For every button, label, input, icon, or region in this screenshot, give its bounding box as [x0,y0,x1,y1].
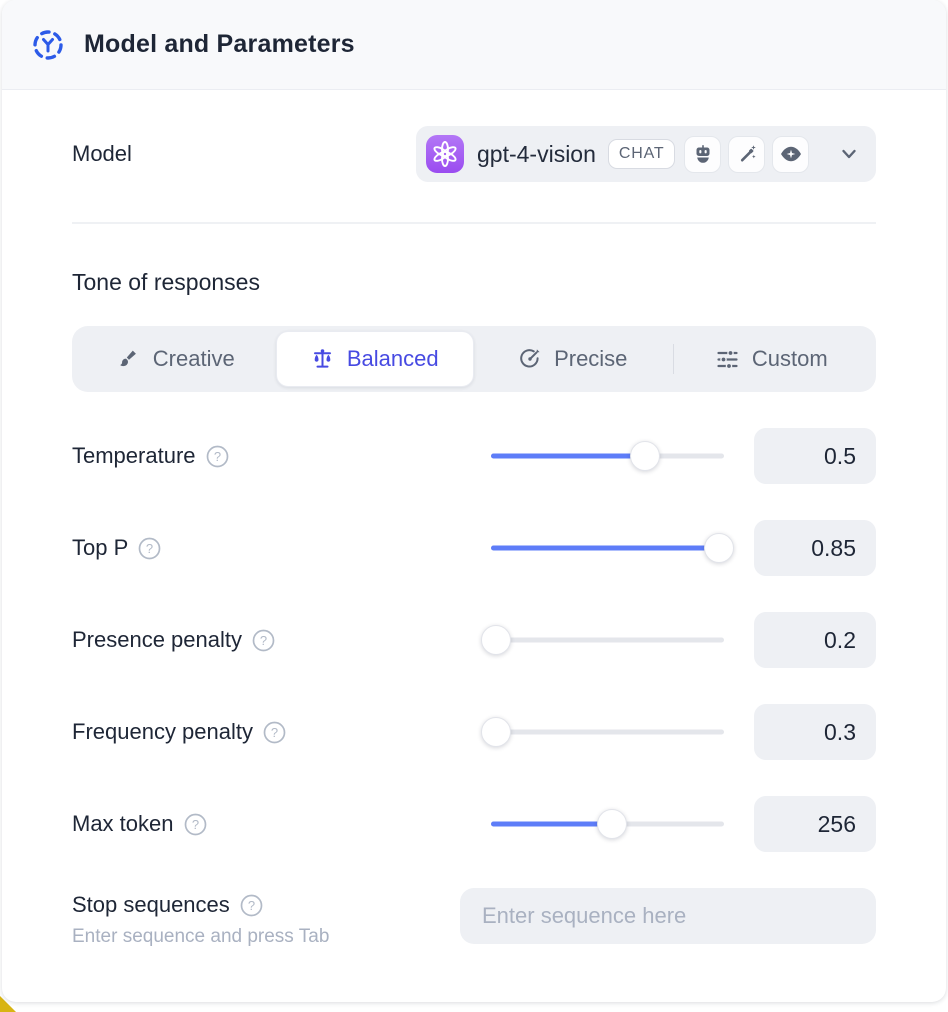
slider-fill [491,545,720,551]
svg-text:?: ? [146,541,153,556]
presence-penalty-slider[interactable] [480,625,724,655]
slider-fill [491,453,645,459]
tone-option-balanced[interactable]: Balanced [275,331,474,387]
segment-divider [672,344,674,374]
frequency-penalty-slider[interactable] [480,717,724,747]
top-p-value[interactable]: 0.85 [754,520,876,576]
help-icon[interactable]: ? [206,445,229,468]
tone-option-label: Creative [152,346,235,371]
paintbrush-icon [118,348,140,370]
tone-option-precise[interactable]: Precise [474,331,673,387]
tone-option-creative[interactable]: Creative [77,331,276,387]
panel-header: Model and Parameters [2,0,946,90]
help-icon[interactable]: ? [263,721,286,744]
svg-text:?: ? [191,817,198,832]
robot-icon [684,135,722,173]
tone-option-label: Balanced [346,346,439,371]
svg-text:?: ? [248,898,255,913]
chevron-down-icon [838,143,860,165]
row-temperature: Temperature ? 0.5 [72,428,876,484]
presence-penalty-label: Presence penalty [72,627,242,652]
section-divider [72,222,876,224]
slider-handle[interactable] [629,441,660,471]
model-row: Model gpt-4-vision C [72,126,876,182]
slider-track [491,637,724,643]
row-top-p: Top P ? 0.85 [72,520,876,576]
balance-scale-icon [311,348,334,371]
openai-logo [426,135,464,173]
magic-wand-icon [728,135,766,173]
slider-handle[interactable] [480,717,511,747]
max-token-label: Max token [72,811,174,836]
help-icon[interactable]: ? [184,813,207,836]
stop-sequence-input[interactable] [460,888,876,944]
help-icon[interactable]: ? [240,894,263,917]
model-select-dropdown[interactable]: gpt-4-vision CHAT [416,126,876,182]
model-label: Model [72,141,132,166]
slider-track [491,729,724,735]
model-hub-icon [30,27,66,63]
slider-handle[interactable] [704,533,735,563]
temperature-value[interactable]: 0.5 [754,428,876,484]
tone-segmented-control: Creative Balanced [72,326,876,392]
frequency-penalty-value[interactable]: 0.3 [754,704,876,760]
max-token-value[interactable]: 256 [754,796,876,852]
stop-sequences-label: Stop sequences [72,892,230,917]
frequency-penalty-label: Frequency penalty [72,719,253,744]
help-icon[interactable]: ? [138,537,161,560]
help-icon[interactable]: ? [252,629,275,652]
max-token-slider[interactable] [491,809,724,839]
page-title: Model and Parameters [84,30,355,58]
svg-text:?: ? [213,449,220,464]
tone-heading: Tone of responses [72,269,260,295]
slider-handle[interactable] [597,809,628,839]
selected-model-name: gpt-4-vision [477,140,596,167]
svg-text:?: ? [260,633,267,648]
row-stop-sequences: Stop sequences ? Enter sequence and pres… [72,888,876,948]
stop-sequences-helper: Enter sequence and press Tab [72,926,330,947]
target-arrow-icon [519,348,541,370]
capability-badges [684,135,810,173]
svg-text:?: ? [271,725,278,740]
slider-fill [491,821,613,827]
temperature-label: Temperature [72,443,196,468]
row-max-token: Max token ? 256 [72,796,876,852]
temperature-slider[interactable] [491,441,724,471]
top-p-slider[interactable] [491,533,735,563]
row-presence-penalty: Presence penalty ? 0.2 [72,612,876,668]
tone-option-label: Precise [554,346,628,371]
top-p-label: Top P [72,535,129,560]
sliders-icon [716,348,739,371]
vision-eye-icon [772,135,810,173]
slider-handle[interactable] [480,625,511,655]
presence-penalty-value[interactable]: 0.2 [754,612,876,668]
model-type-badge: CHAT [607,139,676,169]
row-frequency-penalty: Frequency penalty ? 0.3 [72,704,876,760]
tone-option-label: Custom [751,346,828,371]
tone-option-custom[interactable]: Custom [672,331,872,387]
